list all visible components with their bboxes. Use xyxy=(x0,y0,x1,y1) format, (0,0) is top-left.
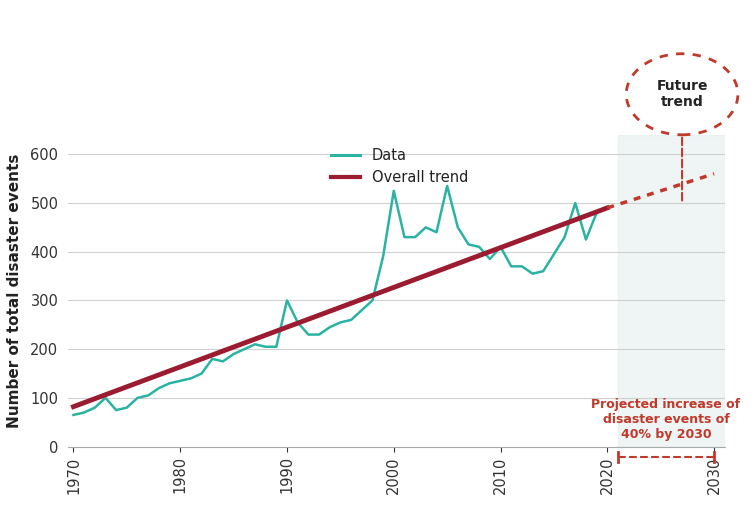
Text: Projected increase of
disaster events of
40% by 2030: Projected increase of disaster events of… xyxy=(591,398,740,441)
Bar xyxy=(618,135,725,447)
Text: Future
trend: Future trend xyxy=(656,79,708,109)
Legend: Data, Overall trend: Data, Overall trend xyxy=(325,142,474,191)
Y-axis label: Number of total disaster events: Number of total disaster events xyxy=(7,153,22,428)
